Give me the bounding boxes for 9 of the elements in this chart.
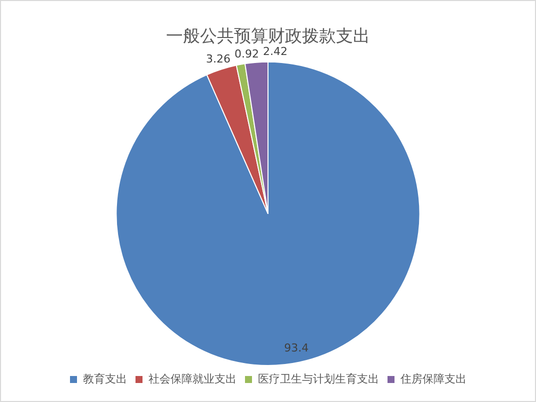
legend-label: 医疗卫生与计划生育支出 <box>258 372 379 386</box>
legend-label: 社会保障就业支出 <box>148 372 236 386</box>
chart-title: 一般公共预算财政拨款支出 <box>166 26 370 47</box>
legend-label: 教育支出 <box>83 372 127 386</box>
data-label: 3.26 <box>206 52 231 66</box>
data-label: 2.42 <box>263 45 288 58</box>
data-label: 93.4 <box>284 341 309 354</box>
legend-label: 住房保障支出 <box>400 372 466 386</box>
data-label: 0.92 <box>234 47 260 60</box>
